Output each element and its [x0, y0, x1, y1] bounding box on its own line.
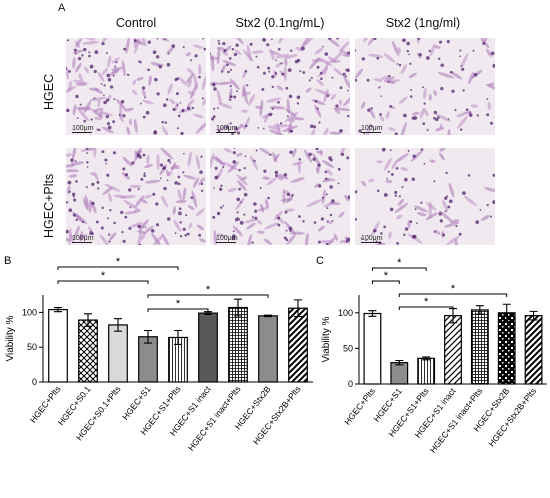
panel-c-letter: C	[316, 255, 324, 267]
error-bar	[529, 310, 538, 321]
x-tick-label: HGEC+S1 inact+Plts	[186, 384, 243, 453]
y-tick-label: 100	[22, 307, 37, 317]
error-bar	[264, 314, 272, 318]
significance-star: *	[424, 296, 429, 308]
significance-bracket	[398, 293, 508, 297]
x-tick-label: HGEC+Plts	[342, 386, 377, 427]
bar	[444, 315, 462, 385]
y-tick-label: 0	[32, 377, 37, 387]
row-header-hgec-plts: HGEC+Plts	[42, 173, 56, 238]
y-tick-label: 0	[348, 379, 353, 389]
error-bar	[174, 329, 182, 345]
micrograph-hgec-stx2-low: 100μm	[210, 38, 350, 135]
significance-bracket	[371, 280, 400, 284]
error-bar	[422, 356, 431, 361]
column-header-control: Control	[115, 16, 157, 30]
bar	[108, 324, 128, 383]
x-tick-label: HGEC+S1	[120, 384, 153, 422]
significance-bracket	[57, 266, 179, 270]
bar	[78, 319, 98, 383]
bar	[48, 309, 68, 383]
error-bar	[54, 306, 62, 313]
error-bar	[84, 313, 92, 327]
bar	[363, 312, 382, 385]
y-axis-label: Viability %	[321, 316, 332, 362]
bar	[497, 312, 516, 385]
micrograph-hgec-plts-stx2-low: 100μm	[210, 148, 350, 245]
significance-bracket	[147, 294, 269, 298]
scale-bar: 100μm	[361, 125, 383, 133]
significance-bracket	[398, 306, 454, 310]
row-header-hgec: HGEC	[42, 73, 56, 110]
significance-bracket	[147, 308, 209, 312]
scale-bar: 100μm	[72, 235, 94, 243]
significance-star: *	[176, 298, 181, 310]
error-bar	[114, 318, 122, 332]
error-bar	[144, 329, 152, 344]
scale-bar: 100μm	[361, 235, 383, 243]
scale-bar: 100μm	[72, 125, 94, 133]
bar	[417, 357, 436, 385]
panel-b-letter: B	[4, 255, 11, 267]
significance-star: *	[206, 284, 211, 296]
y-tick-label: 50	[343, 343, 353, 353]
significance-bracket	[371, 267, 427, 271]
y-axis-label: Viability %	[5, 315, 16, 361]
panel-a-letter: A	[58, 2, 66, 14]
column-header-stx2-high: Stx2 (1ng/ml)	[385, 16, 461, 30]
error-bar	[294, 299, 302, 318]
x-tick-label: HGEC+Stx2B+Plts	[486, 386, 538, 448]
scale-bar: 100μm	[216, 235, 238, 243]
significance-star: *	[451, 283, 456, 295]
error-bar	[395, 359, 404, 366]
significance-star: *	[101, 270, 106, 282]
significance-star: *	[384, 270, 389, 282]
error-bar	[368, 310, 377, 317]
bar	[470, 309, 489, 385]
bar	[390, 362, 409, 385]
micrograph-hgec-plts-stx2-high: 100μm	[355, 148, 495, 245]
significance-bracket	[57, 280, 149, 284]
y-tick-label: 50	[27, 342, 37, 352]
bar	[198, 312, 218, 383]
y-tick-label: 100	[338, 308, 353, 318]
column-header-stx2-low: Stx2 (0.1ng/mL)	[235, 16, 325, 30]
significance-star: *	[397, 257, 402, 269]
error-bar	[234, 298, 242, 317]
micrograph-hgec-stx2-high: 100μm	[355, 38, 495, 135]
bar	[524, 315, 543, 385]
bar	[288, 307, 308, 383]
micrograph-hgec-plts-control: 100μm	[66, 148, 206, 245]
bar	[258, 315, 278, 383]
significance-star: *	[116, 256, 121, 268]
micrograph-hgec-control: 100μm	[66, 38, 206, 135]
error-bar	[502, 303, 511, 322]
scale-bar: 100μm	[216, 125, 238, 133]
bar	[228, 306, 248, 383]
error-bar	[475, 305, 484, 315]
